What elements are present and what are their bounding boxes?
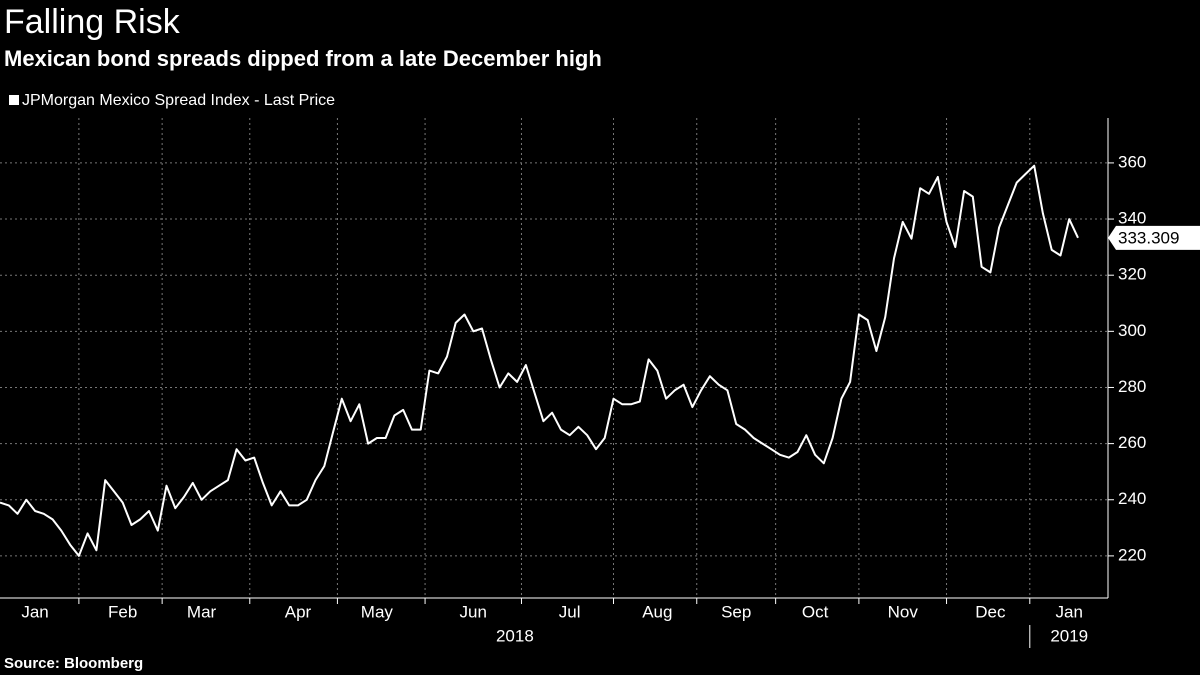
x-tick-label: Oct bbox=[802, 602, 829, 621]
last-value-box bbox=[1108, 225, 1200, 250]
x-tick-label: Jan bbox=[21, 602, 48, 621]
year-label: 2019 bbox=[1050, 626, 1088, 645]
legend-swatch bbox=[9, 95, 19, 105]
x-tick-label: Jun bbox=[460, 602, 487, 621]
x-tick-label: Mar bbox=[187, 602, 217, 621]
x-tick-label: Jan bbox=[1056, 602, 1083, 621]
y-tick-label: 340 bbox=[1118, 209, 1146, 228]
y-tick-label: 280 bbox=[1118, 377, 1146, 396]
x-tick-label: Jul bbox=[559, 602, 581, 621]
x-tick-label: Feb bbox=[108, 602, 137, 621]
x-tick-label: Nov bbox=[888, 602, 919, 621]
source: Source: Bloomberg bbox=[4, 655, 143, 672]
y-tick-label: 360 bbox=[1118, 152, 1146, 171]
chart-title: Falling Risk bbox=[4, 3, 181, 41]
x-tick-label: Dec bbox=[975, 602, 1006, 621]
chart-subtitle: Mexican bond spreads dipped from a late … bbox=[4, 46, 602, 71]
series-line bbox=[0, 164, 1079, 557]
x-tick-label: Sep bbox=[721, 602, 751, 621]
y-tick-label: 320 bbox=[1118, 265, 1146, 284]
y-tick-label: 300 bbox=[1118, 321, 1146, 340]
y-tick-label: 240 bbox=[1118, 489, 1146, 508]
x-tick-label: Apr bbox=[285, 602, 312, 621]
y-tick-label: 260 bbox=[1118, 433, 1146, 452]
y-tick-label: 220 bbox=[1118, 545, 1146, 564]
last-value-label: 333.309 bbox=[1118, 228, 1179, 247]
legend-label: JPMorgan Mexico Spread Index - Last Pric… bbox=[22, 92, 335, 109]
x-tick-label: Aug bbox=[642, 602, 672, 621]
year-label: 2018 bbox=[496, 626, 534, 645]
x-tick-label: May bbox=[361, 602, 394, 621]
